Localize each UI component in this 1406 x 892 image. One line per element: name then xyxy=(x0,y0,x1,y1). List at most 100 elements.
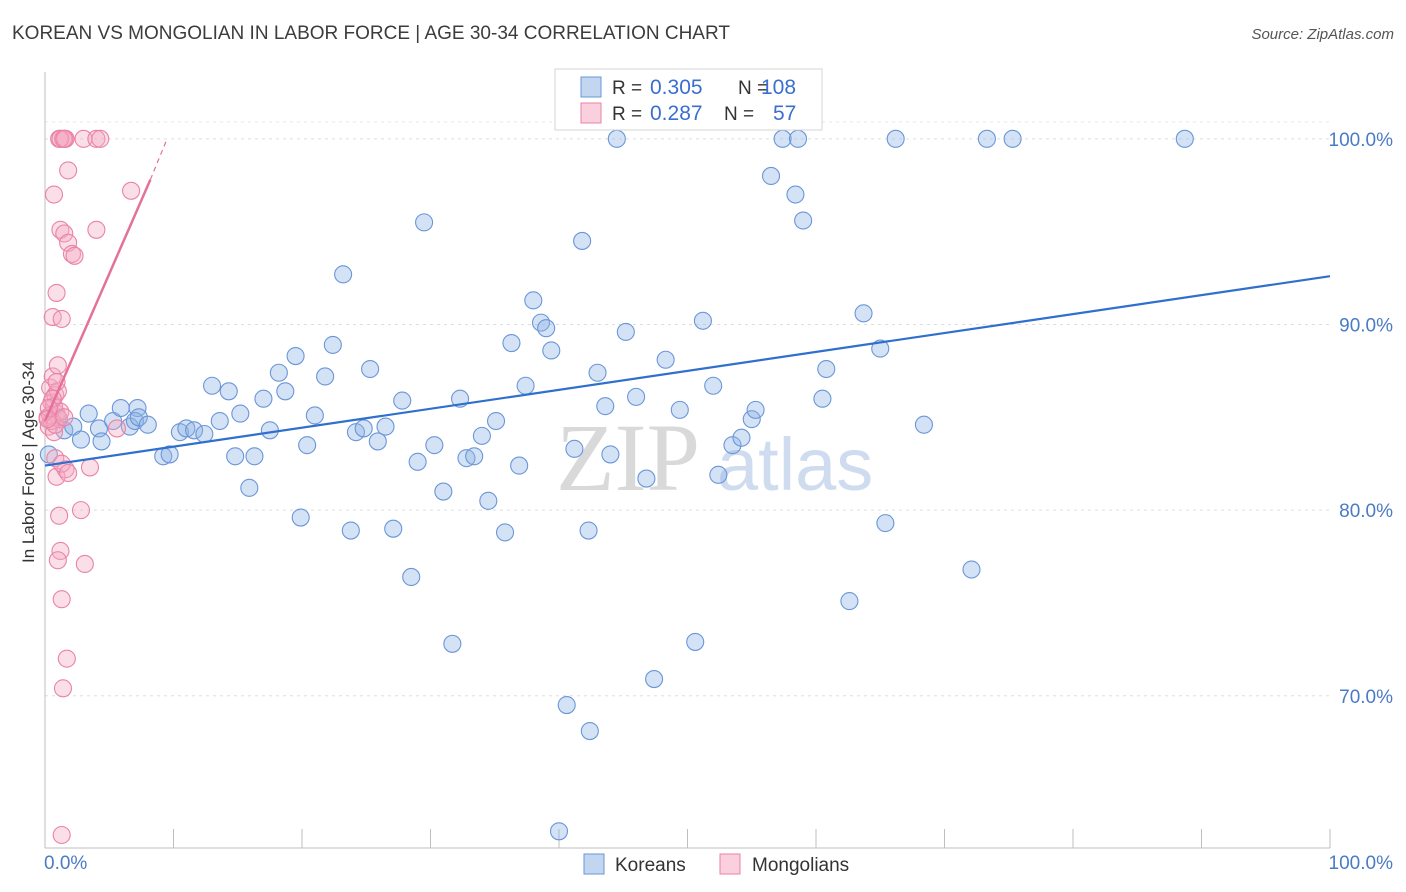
mongolian-point-38 xyxy=(48,551,67,570)
korean-point-4 xyxy=(71,430,91,449)
korean-point-78 xyxy=(627,387,646,406)
mongolian-point-36 xyxy=(50,506,69,525)
mongolian-point-23 xyxy=(87,129,106,148)
korean-point-54 xyxy=(457,449,476,468)
korean-point-104 xyxy=(977,129,996,148)
korean-point-26 xyxy=(240,478,259,497)
legend-swatch-koreans xyxy=(580,76,602,98)
korean-point-62 xyxy=(516,376,535,395)
korean-point-25 xyxy=(231,404,250,423)
korean-point-76 xyxy=(607,129,626,148)
korean-point-22 xyxy=(210,411,229,431)
korean-point-98 xyxy=(854,304,873,323)
korean-point-69 xyxy=(565,439,584,458)
mongolian-point-41 xyxy=(57,649,76,668)
korean-point-75 xyxy=(601,445,620,464)
korean-point-48 xyxy=(408,452,427,471)
korean-series-points xyxy=(39,129,1194,841)
korean-point-50 xyxy=(425,436,444,455)
korean-point-79 xyxy=(637,469,656,488)
korean-point-34 xyxy=(298,436,317,455)
legend-swatch-mongolians xyxy=(580,102,602,124)
correlation-legend: R = 0.305 N = 108 R = 0.287 N = 57 xyxy=(554,68,823,131)
korean-point-43 xyxy=(368,432,387,451)
mongolian-point-11 xyxy=(47,283,66,302)
legend-r-value-mongolians: 0.287 xyxy=(650,102,703,125)
korean-point-18 xyxy=(177,419,196,438)
korean-point-28 xyxy=(254,389,273,408)
korean-point-56 xyxy=(472,426,491,445)
korean-point-20 xyxy=(195,424,214,444)
korean-point-97 xyxy=(840,592,859,611)
mongolian-point-13 xyxy=(44,185,64,204)
korean-point-51 xyxy=(434,482,453,501)
bottom-legend-swatch-mongolians xyxy=(719,853,741,875)
korean-point-80 xyxy=(645,670,664,689)
mongolian-point-24 xyxy=(91,129,110,148)
korean-point-14 xyxy=(138,415,157,434)
x-tick-label-min: 0.0% xyxy=(44,853,87,874)
mongolian-trend-line-extension xyxy=(149,138,168,180)
bottom-legend-label-koreans: Koreans xyxy=(615,855,686,876)
korean-point-33 xyxy=(291,508,310,527)
korean-point-5 xyxy=(79,404,98,423)
korean-point-38 xyxy=(334,265,353,284)
mongolian-point-56 xyxy=(38,410,57,429)
korean-point-91 xyxy=(761,166,781,186)
korean-point-16 xyxy=(160,445,179,464)
korean-point-103 xyxy=(962,560,981,579)
legend-n-value-mongolians: 57 xyxy=(773,102,796,125)
mongolian-point-8 xyxy=(48,356,67,375)
chart-title: KOREAN VS MONGOLIAN IN LABOR FORCE | AGE… xyxy=(12,23,730,44)
mongolian-trend-line xyxy=(43,179,152,422)
korean-point-59 xyxy=(495,523,515,542)
korean-point-19 xyxy=(185,421,204,440)
mongolian-point-42 xyxy=(53,679,73,698)
watermark-atlas: atlas xyxy=(717,423,873,506)
korean-point-30 xyxy=(269,363,288,382)
korean-point-57 xyxy=(479,491,498,510)
korean-trend-line xyxy=(44,275,1331,467)
chart-source: Source: ZipAtlas.com xyxy=(1251,26,1394,43)
korean-point-9 xyxy=(111,398,130,418)
legend-n-label-koreans: N = xyxy=(738,78,768,99)
legend-r-value-koreans: 0.305 xyxy=(650,76,703,99)
mongolian-point-17 xyxy=(62,244,82,263)
mongolian-point-18 xyxy=(65,246,84,265)
mongolian-point-39 xyxy=(75,554,94,574)
korean-point-35 xyxy=(305,406,324,425)
korean-point-106 xyxy=(1175,129,1194,148)
korean-point-73 xyxy=(588,363,607,382)
korean-point-41 xyxy=(354,419,373,438)
y-tick-label-90: 90.0% xyxy=(1339,315,1393,336)
korean-point-60 xyxy=(502,333,521,353)
legend-r-label-koreans: R = xyxy=(612,78,642,99)
korean-point-63 xyxy=(524,291,543,310)
korean-point-49 xyxy=(415,213,434,232)
korean-point-101 xyxy=(886,129,905,148)
korean-point-100 xyxy=(876,514,895,533)
korean-point-39 xyxy=(341,521,360,540)
korean-point-96 xyxy=(817,359,836,379)
mongolian-point-35 xyxy=(71,501,91,520)
bottom-legend-swatch-koreans xyxy=(583,853,605,875)
legend-n-label-mongolians: N = xyxy=(724,104,754,125)
mongolian-point-45 xyxy=(107,419,127,438)
korean-point-77 xyxy=(616,322,635,341)
korean-point-44 xyxy=(376,417,395,436)
korean-point-94 xyxy=(794,211,813,230)
korean-point-67 xyxy=(549,822,569,841)
korean-point-45 xyxy=(384,519,403,538)
korean-point-32 xyxy=(286,346,305,366)
mongolian-point-12 xyxy=(52,309,71,328)
korean-point-72 xyxy=(579,521,598,540)
korean-point-13 xyxy=(129,408,148,427)
mongolian-point-27 xyxy=(122,181,141,200)
mongolian-point-10 xyxy=(43,308,62,327)
korean-point-99 xyxy=(871,339,890,358)
korean-point-84 xyxy=(693,311,712,330)
korean-point-47 xyxy=(402,567,421,587)
korean-point-42 xyxy=(361,359,380,379)
korean-point-7 xyxy=(92,432,111,451)
korean-point-95 xyxy=(813,389,832,408)
